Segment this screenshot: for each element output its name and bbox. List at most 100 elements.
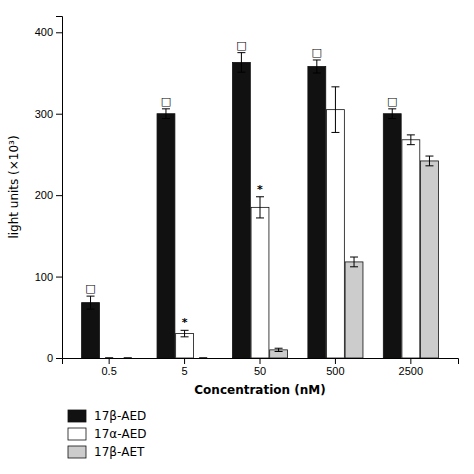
error-bar-line: [425, 156, 433, 157]
bar: [82, 303, 100, 358]
bar: [345, 262, 363, 358]
error-bar-line: [260, 197, 261, 218]
error-bar-line: [87, 296, 95, 297]
y-axis: 0 100 200 300 400: [35, 17, 63, 365]
error-bar-line: [237, 52, 245, 53]
error-bar-line: [313, 59, 321, 60]
error-bar-line: [105, 358, 113, 359]
tick-label: 0: [47, 352, 53, 364]
annotation: □: [312, 46, 322, 59]
legend-label: 17β-AET: [94, 445, 145, 459]
bar: [157, 114, 175, 358]
error-bar-line: [181, 330, 189, 331]
error-bar: [87, 296, 95, 309]
tick: 200: [35, 189, 62, 201]
bar: [383, 114, 401, 358]
annotation: □: [387, 95, 397, 108]
error-bar: [388, 109, 396, 119]
bar-series: [124, 156, 439, 358]
tick-label: 0.5: [101, 365, 116, 377]
error-bar: [199, 358, 207, 359]
error-bar-line: [313, 73, 321, 74]
tick: 5: [182, 358, 188, 377]
tick: 500: [326, 358, 344, 377]
x-axis-title: Concentration (nM): [194, 383, 325, 397]
error-bar-line: [199, 358, 207, 359]
error-bar-line: [335, 87, 336, 133]
error-bar-line: [241, 53, 242, 73]
error-bar-line: [410, 135, 411, 145]
bars: [82, 53, 439, 358]
legend-swatch: [68, 410, 86, 422]
error-bar-line: [237, 72, 245, 73]
error-bar-line: [124, 358, 132, 359]
error-bar-line: [105, 358, 113, 359]
bar-series: [82, 53, 402, 358]
error-bar-line: [392, 109, 393, 119]
tick-label: 100: [35, 271, 53, 283]
bar-series: [105, 87, 420, 358]
bar: [194, 358, 212, 359]
error-bar-line: [350, 266, 358, 267]
error-bar-line: [181, 336, 189, 337]
annotation: *: [257, 183, 263, 196]
tick-mark: [56, 114, 62, 115]
error-bar-line: [388, 108, 396, 109]
error-bar-line: [275, 348, 283, 349]
error-bar: [105, 358, 113, 359]
annotation: *: [182, 316, 188, 329]
error-bar-line: [388, 118, 396, 119]
tick-mark: [335, 358, 336, 364]
bar: [100, 358, 118, 359]
tick-mark: [56, 358, 62, 359]
tick: 100: [35, 271, 62, 283]
error-bar-line: [90, 296, 91, 309]
plot: □□□□□**0.555050025000100200300400Concent…: [7, 17, 459, 398]
error-bar-line: [407, 134, 415, 135]
bar: [270, 350, 288, 358]
tick-mark: [184, 358, 185, 364]
tick: 300: [35, 108, 62, 120]
bar: [119, 358, 137, 359]
legend-item: 17β-AET: [68, 445, 145, 459]
tick-mark: [109, 358, 110, 364]
error-bar: [275, 348, 283, 351]
error-bar: [162, 109, 170, 119]
annotations: □□□□□**: [85, 39, 397, 330]
tick-label: 300: [35, 108, 53, 120]
tick: 400: [35, 26, 62, 38]
legend-label: 17α-AED: [94, 427, 147, 441]
error-bar-line: [316, 60, 317, 73]
error-bar-line: [429, 156, 430, 166]
tick-mark: [410, 358, 411, 364]
bar: [326, 110, 344, 358]
y-axis-title: light units (×10³): [7, 135, 21, 238]
tick: 2500: [399, 358, 423, 377]
bar: [176, 334, 194, 358]
legend-item: 17β-AED: [68, 409, 146, 423]
error-bar-line: [331, 132, 339, 133]
tick-label: 50: [254, 365, 266, 377]
annotation: □: [85, 282, 95, 295]
legend-swatch: [68, 428, 86, 440]
error-bar: [425, 156, 433, 166]
error-bar-line: [199, 358, 207, 359]
tick-label: 200: [35, 189, 53, 201]
error-bar: [124, 358, 132, 359]
annotation: □: [161, 95, 171, 108]
tick-mark: [56, 32, 62, 33]
error-bar-line: [184, 330, 185, 337]
error-bar-line: [354, 257, 355, 267]
bar: [421, 161, 439, 358]
tick-label: 500: [326, 365, 344, 377]
axis-line: [56, 17, 63, 359]
tick-label: 5: [182, 365, 188, 377]
legend-label: 17β-AED: [94, 409, 146, 423]
axis-line: [63, 359, 459, 365]
error-bar-line: [275, 351, 283, 352]
error-bar: [331, 87, 339, 133]
bar: [251, 207, 269, 358]
error-bar-line: [407, 144, 415, 145]
legend-swatch: [68, 446, 86, 458]
error-bar: [181, 330, 189, 337]
